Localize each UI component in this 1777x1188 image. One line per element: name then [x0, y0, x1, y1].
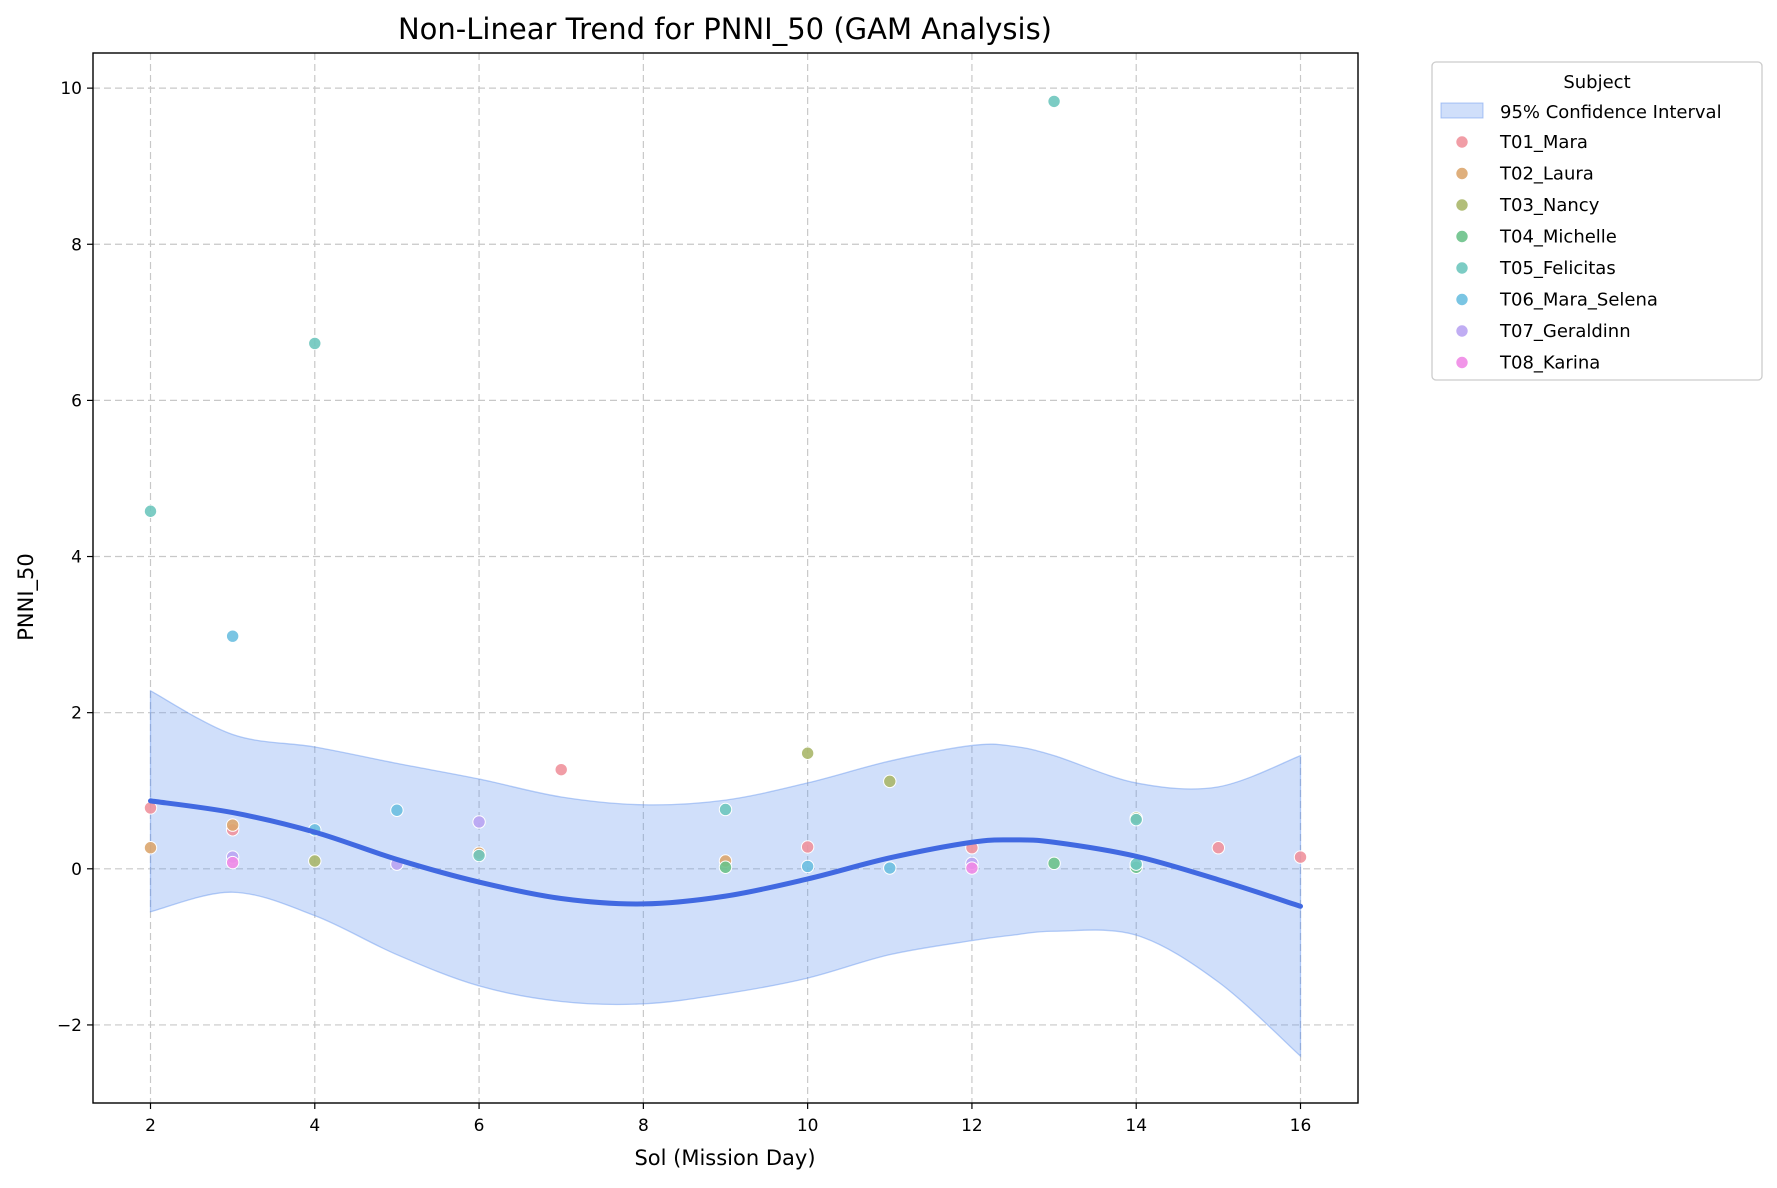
- legend-label: T06_Mara_Selena: [1499, 290, 1658, 311]
- legend-marker: [1455, 229, 1469, 244]
- data-point: [143, 504, 158, 518]
- data-point: [800, 840, 815, 854]
- legend-label: T03_Nancy: [1499, 195, 1600, 216]
- x-axis-label: Sol (Mission Day): [634, 1146, 815, 1170]
- data-point: [390, 803, 404, 817]
- legend-marker: [1455, 166, 1469, 181]
- data-point: [1047, 856, 1061, 871]
- legend-ci-label: 95% Confidence Interval: [1500, 102, 1722, 123]
- data-point: [472, 848, 486, 863]
- y-axis-label: PNNI_50: [14, 553, 39, 641]
- legend-marker: [1455, 198, 1469, 212]
- data-point: [1129, 812, 1143, 827]
- y-tick-label: 4: [71, 548, 82, 568]
- data-point: [1293, 850, 1308, 864]
- legend-label: T08_Karina: [1499, 353, 1600, 374]
- data-point: [472, 815, 486, 829]
- data-point: [554, 762, 568, 777]
- legend-title: Subject: [1563, 72, 1630, 93]
- legend: Subject 95% Confidence Interval T01_Mara…: [1431, 61, 1763, 381]
- x-tick-label: 12: [961, 1116, 983, 1136]
- legend-label: T07_Geraldinn: [1499, 321, 1631, 342]
- y-tick-label: 2: [71, 704, 82, 724]
- data-point: [965, 861, 979, 875]
- legend-label: T04_Michelle: [1499, 227, 1617, 248]
- data-point: [883, 774, 897, 789]
- data-point: [800, 746, 815, 760]
- legend-ci-swatch: [1440, 102, 1484, 119]
- legend-entries: T01_Mara T02_Laura T03_Nancy T04_Michelle T0…: [1455, 132, 1658, 374]
- legend-marker: [1455, 324, 1469, 338]
- y-tick-label: 10: [60, 79, 82, 99]
- data-point: [800, 859, 815, 874]
- x-tick-label: 16: [1290, 1116, 1312, 1136]
- data-point: [718, 802, 733, 817]
- data-point: [1211, 841, 1226, 855]
- x-tick-label: 6: [474, 1116, 485, 1136]
- x-tick-label: 4: [309, 1116, 320, 1136]
- legend-marker: [1455, 261, 1469, 275]
- grid-layer: [93, 53, 1358, 1103]
- data-point: [308, 336, 322, 351]
- plot-frame: [92, 52, 1359, 1104]
- legend-marker: [1455, 292, 1469, 307]
- chart-title: Non-Linear Trend for PNNI_50 (GAM Analys…: [398, 12, 1052, 46]
- legend-marker: [1455, 355, 1469, 370]
- x-tick-label: 2: [145, 1116, 156, 1136]
- trend-line: [148, 798, 1303, 909]
- ticks-layer: 2 4 6 8 10 12 14 16 −2 0 2 4 6 8 10: [57, 79, 1311, 1136]
- legend-label: T05_Felicitas: [1499, 258, 1616, 279]
- y-tick-label: −2: [57, 1016, 82, 1036]
- data-point: [225, 629, 240, 643]
- data-point: [718, 860, 733, 874]
- data-point: [883, 861, 897, 875]
- legend-frame: [1431, 61, 1763, 381]
- y-tick-label: 8: [71, 235, 82, 255]
- x-tick-label: 8: [638, 1116, 649, 1136]
- legend-label: T01_Mara: [1499, 132, 1588, 153]
- x-tick-label: 14: [1125, 1116, 1147, 1136]
- legend-marker: [1455, 135, 1469, 149]
- y-tick-label: 6: [71, 391, 82, 411]
- data-point: [225, 818, 240, 832]
- data-point: [225, 855, 240, 870]
- data-point: [1047, 94, 1061, 109]
- data-point: [308, 854, 322, 868]
- data-point: [143, 841, 158, 855]
- x-tick-label: 10: [797, 1116, 819, 1136]
- trend-layer: [148, 798, 1303, 909]
- legend-label: T02_Laura: [1499, 164, 1594, 185]
- y-tick-label: 0: [71, 860, 82, 880]
